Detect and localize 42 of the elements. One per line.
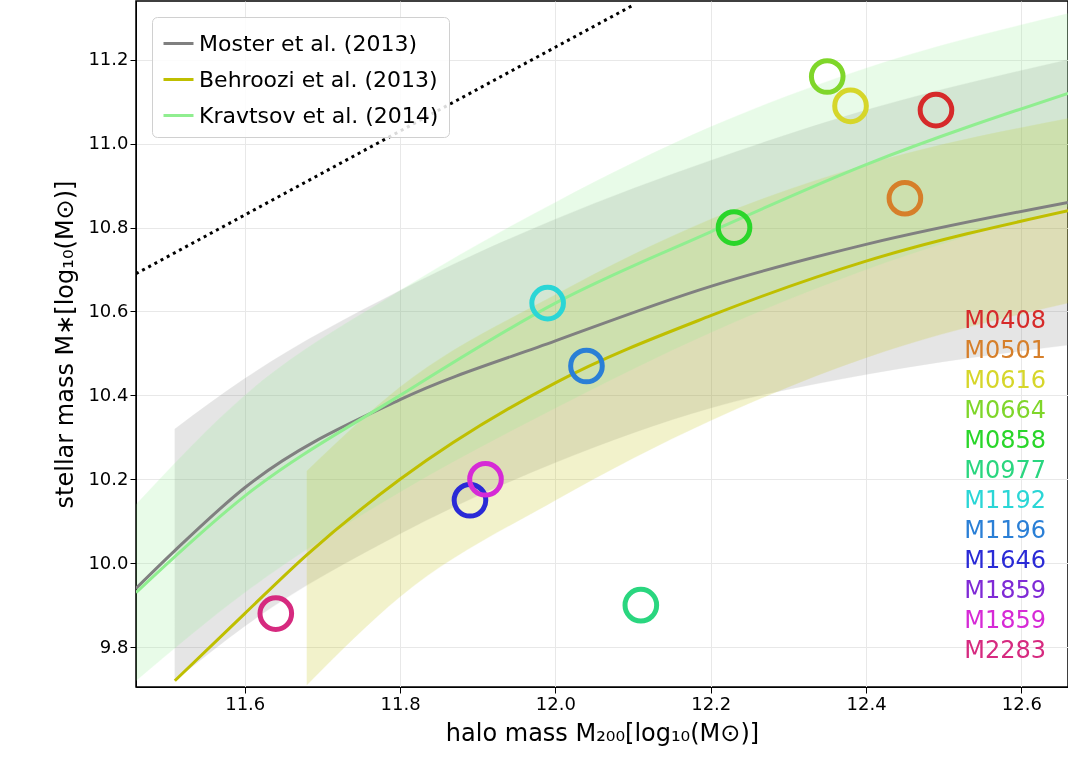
text: M1859 [964, 606, 1046, 634]
point [917, 91, 955, 129]
y-tick-label: 10.2 [88, 467, 129, 489]
text: M0858 [964, 426, 1046, 454]
text: M2283 [964, 636, 1046, 664]
point [467, 461, 504, 498]
point [622, 586, 660, 624]
point [715, 209, 753, 246]
x-tick-label: 12.6 [1001, 692, 1042, 714]
y-tick-label: 10.8 [88, 216, 129, 238]
legend-label: Moster et al. (2013) [199, 30, 417, 56]
x-axis-title: halo mass M₂₀₀[log₁₀(M⊙)] [445, 718, 760, 747]
point [808, 58, 846, 95]
x-tick-label: 12.4 [846, 692, 887, 714]
text: M0664 [964, 396, 1046, 424]
y-axis-title: stellar mass M∗[log₁₀(M⊙)] [51, 180, 80, 509]
point [832, 87, 869, 125]
y-tick-label: 9.8 [99, 635, 129, 657]
x-tick-label: 12.0 [535, 692, 576, 714]
point [568, 347, 605, 385]
text: M0977 [964, 456, 1046, 484]
line-series [173, 209, 1068, 683]
legend-label: Kravtsov et al. (2014) [199, 102, 439, 128]
x-tick-label: 11.6 [225, 692, 266, 714]
y-tick-label: 10.6 [88, 299, 129, 321]
y-tick-label: 10.0 [88, 551, 129, 573]
legend-label: M1859 [964, 576, 1046, 604]
y-tick-label: 11.2 [88, 48, 129, 70]
text: M0501 [964, 336, 1046, 364]
text: M1192 [964, 486, 1046, 514]
x-tick-label: 11.8 [380, 692, 421, 714]
legend-label: Behroozi et al. (2013) [199, 66, 438, 92]
point [529, 284, 566, 322]
x-tick-label: 12.2 [691, 692, 732, 714]
point [257, 595, 295, 632]
text: M0616 [964, 366, 1046, 394]
y-tick-label: 10.4 [88, 383, 129, 405]
text: M0408 [964, 306, 1046, 334]
y-tick-label: 11.0 [88, 132, 129, 154]
text: M1646 [964, 546, 1046, 574]
point [886, 179, 924, 217]
text: M1196 [964, 516, 1046, 544]
